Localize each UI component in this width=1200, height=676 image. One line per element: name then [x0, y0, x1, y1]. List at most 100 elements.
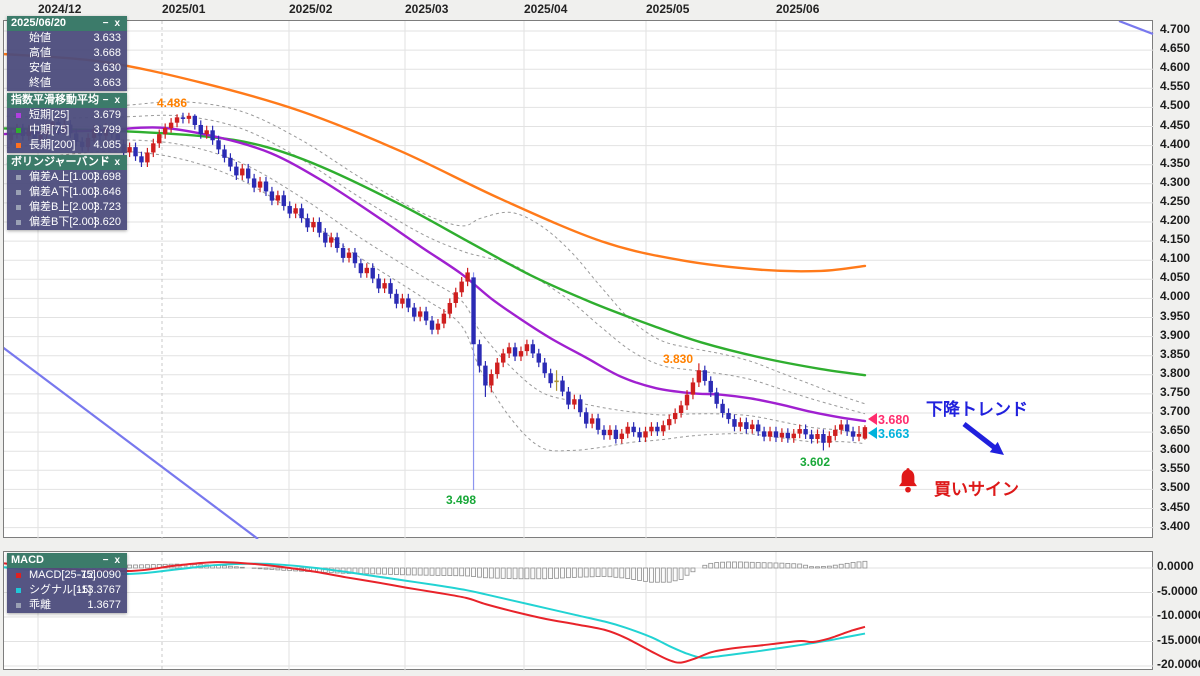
- close-button[interactable]: x: [114, 95, 120, 106]
- macd-histogram-bar: [435, 567, 441, 576]
- price-tick-label: 3.700: [1160, 404, 1191, 418]
- candle-body: [388, 283, 393, 294]
- candle-body: [572, 399, 577, 405]
- panel-ema-header[interactable]: 指数平滑移動平均 − x: [7, 93, 127, 108]
- macd-histogram-bar: [488, 567, 494, 579]
- macd-histogram-bar: [459, 567, 465, 577]
- minimize-button[interactable]: −: [102, 555, 109, 566]
- row-label: 中期[75]: [29, 124, 70, 136]
- macd-histogram-bar: [405, 567, 411, 576]
- row-value: 4.085: [93, 139, 121, 151]
- candle-body: [601, 429, 607, 436]
- candle-body: [127, 147, 132, 153]
- macd-histogram-bar: [815, 566, 820, 569]
- macd-histogram-bar: [376, 567, 382, 575]
- candle-body: [180, 117, 186, 119]
- row-label: 偏差A下[1.00]: [29, 186, 97, 198]
- candle-body: [287, 205, 292, 214]
- candle-body: [631, 426, 636, 433]
- candle-body: [500, 353, 506, 363]
- row-label: 高値: [29, 47, 51, 59]
- macd-histogram-bar: [844, 562, 850, 569]
- candle-body: [299, 208, 304, 219]
- candle-body: [139, 156, 144, 163]
- price-tick-label: 4.450: [1160, 117, 1191, 132]
- price-tick-label: 3.450: [1160, 499, 1191, 514]
- macd-histogram-bar: [726, 561, 731, 569]
- panel-row: 終値 3.663: [7, 76, 127, 91]
- macd-histogram-bar: [809, 566, 814, 569]
- price-chart-plot[interactable]: [3, 20, 1154, 539]
- candle-body: [524, 344, 530, 352]
- price-tick-label: 3.950: [1160, 308, 1191, 323]
- macd-histogram-bar: [625, 567, 631, 579]
- candle-body: [542, 362, 547, 374]
- row-label: 終値: [29, 77, 51, 89]
- candle-body: [240, 168, 245, 176]
- macd-histogram-bar: [826, 565, 832, 569]
- candle-body: [174, 117, 180, 123]
- minimize-button[interactable]: −: [102, 18, 109, 29]
- left-triangle-icon: [868, 413, 877, 425]
- candle-body: [210, 130, 215, 141]
- row-label: MACD[25-75]: [29, 569, 96, 581]
- panel-macd-header[interactable]: MACD − x: [7, 553, 127, 568]
- series-color-dot: [16, 175, 21, 180]
- macd-histogram-bar: [767, 562, 773, 569]
- bollinger-band-line: [4, 150, 866, 452]
- minimize-button[interactable]: −: [102, 157, 109, 168]
- macd-histogram-bar: [477, 567, 482, 578]
- candle-body: [489, 374, 494, 386]
- minimize-button[interactable]: −: [102, 95, 109, 106]
- macd-histogram-bar: [133, 564, 138, 569]
- date-axis-label: 2025/06: [776, 2, 820, 16]
- row-value: -13.3767: [77, 584, 121, 596]
- candle-body: [234, 166, 239, 176]
- candle-body: [435, 323, 441, 330]
- macd-histogram-bar: [821, 566, 826, 569]
- candle-body: [637, 432, 642, 438]
- panel-ohlc: 2025/06/20 − x 始値 3.633 高値 3.668 安値 3.630 終値 3.663: [7, 16, 127, 91]
- panel-ema: 指数平滑移動平均 − x 短期[25] 3.679 中期[75] 3.799 長期[200] 4…: [7, 93, 127, 153]
- price-tick-label: 4.000: [1160, 289, 1191, 304]
- candle-body: [471, 277, 476, 345]
- macd-histogram-bar: [785, 563, 791, 569]
- panel-ohlc-header[interactable]: 2025/06/20 − x: [7, 16, 127, 31]
- candle-body: [702, 370, 708, 381]
- panel-row: 始値 3.633: [7, 31, 127, 46]
- macd-histogram-bar: [702, 564, 708, 569]
- candle-body: [459, 281, 464, 293]
- macd-chart-plot[interactable]: [3, 551, 1154, 671]
- series-color-dot: [16, 588, 21, 593]
- macd-histogram-bar: [494, 567, 500, 579]
- panel-bollinger-header[interactable]: ボリンジャーバンド − x: [7, 155, 127, 170]
- series-color-dot: [16, 603, 21, 608]
- candle-body: [625, 426, 630, 434]
- close-button[interactable]: x: [114, 18, 120, 29]
- candle-body: [216, 140, 221, 150]
- panel-body: 始値 3.633 高値 3.668 安値 3.630 終値 3.663: [7, 31, 127, 91]
- candle-body: [738, 422, 743, 427]
- ema200-line: [4, 52, 867, 273]
- candle-body: [815, 434, 820, 439]
- macd-signal-line: [4, 562, 866, 659]
- macd-histogram-bar: [637, 567, 642, 581]
- candle-body: [862, 427, 868, 439]
- candle-body: [613, 429, 619, 439]
- macd-histogram-bar: [631, 567, 637, 580]
- candle-body: [222, 149, 227, 158]
- candle-body: [554, 380, 559, 383]
- close-button[interactable]: x: [114, 157, 120, 168]
- price-tick-label: 3.750: [1160, 384, 1191, 399]
- macd-histogram-bar: [571, 567, 577, 578]
- macd-histogram: [8, 560, 868, 583]
- price-tick-label: 4.300: [1160, 174, 1191, 189]
- candle-body: [708, 380, 713, 393]
- macd-histogram-bar: [732, 561, 737, 569]
- candle-body: [429, 320, 435, 330]
- macd-histogram-bar: [649, 567, 654, 583]
- macd-tick-label: -10.0000: [1157, 608, 1200, 622]
- close-button[interactable]: x: [114, 555, 120, 566]
- candle-body: [512, 347, 518, 357]
- candle-body: [145, 152, 150, 163]
